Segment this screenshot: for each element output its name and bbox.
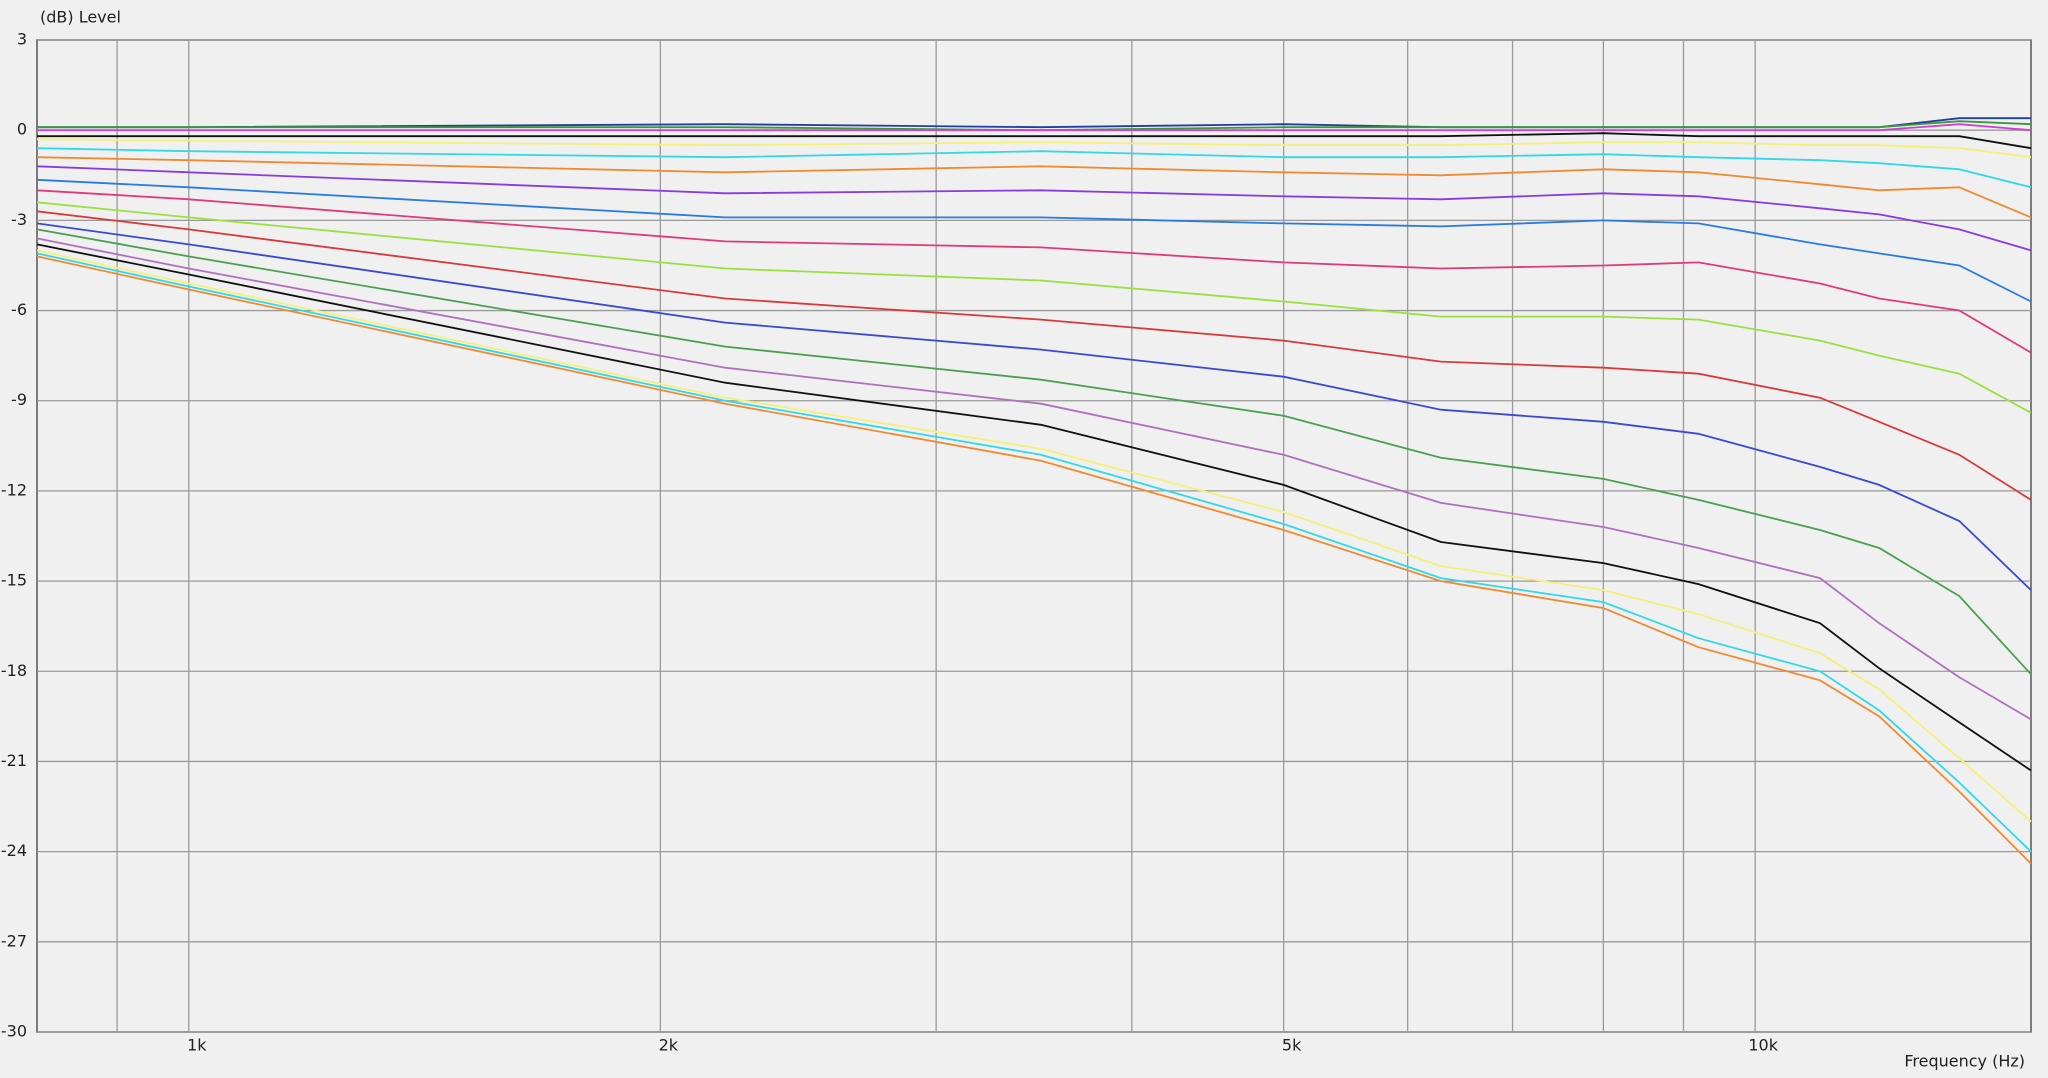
- y-tick-label: -9: [11, 390, 27, 409]
- curve: [36, 178, 2032, 303]
- curve: [37, 120, 2032, 132]
- x-tick-label: 5k: [1282, 1036, 1302, 1055]
- y-tick-label: -3: [11, 210, 27, 229]
- curve: [36, 237, 2032, 721]
- y-tick-label: -18: [1, 661, 27, 680]
- y-tick-label: -27: [1, 931, 27, 950]
- y-tick-label: -12: [1, 480, 27, 499]
- y-axis-label: (dB) Level: [40, 8, 121, 27]
- curve: [36, 165, 2032, 252]
- curve: [36, 147, 2032, 189]
- curve: [36, 210, 2032, 501]
- curve: [36, 249, 2032, 823]
- curve: [36, 189, 2032, 354]
- x-tick-label: 1k: [187, 1036, 207, 1055]
- curve: [36, 222, 2032, 591]
- curve: [36, 252, 2032, 853]
- curve: [36, 255, 2032, 865]
- y-tick-label: -21: [1, 751, 27, 770]
- y-tick-label: -24: [1, 841, 27, 860]
- y-tick-label: -6: [11, 300, 27, 319]
- curve: [37, 132, 2032, 150]
- y-tick-label: -15: [1, 571, 27, 590]
- plot-area: [36, 39, 2032, 1033]
- y-tick-label: 3: [17, 30, 27, 49]
- x-tick-label: 2k: [659, 1036, 679, 1055]
- curve: [37, 123, 2032, 132]
- curve: [36, 243, 2032, 772]
- curve: [36, 201, 2032, 414]
- y-tick-label: 0: [17, 120, 27, 139]
- curve: [36, 228, 2032, 675]
- x-axis-label: Frequency (Hz): [1904, 1052, 2025, 1071]
- curve: [36, 156, 2032, 219]
- curve: [36, 138, 2032, 159]
- x-tick-label: 10k: [1748, 1036, 1778, 1055]
- y-tick-label: -30: [1, 1022, 27, 1041]
